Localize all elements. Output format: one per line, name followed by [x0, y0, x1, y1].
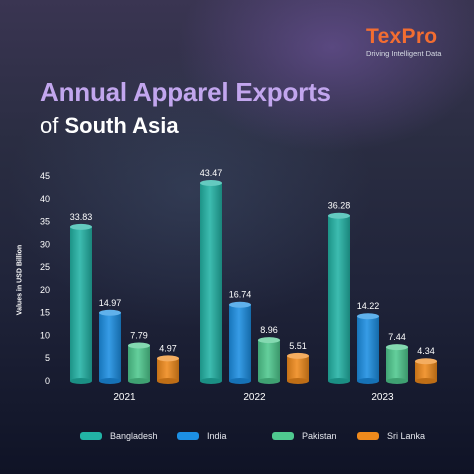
legend-swatch [357, 432, 379, 440]
y-tick-label: 25 [40, 262, 50, 272]
y-tick-label: 5 [45, 353, 50, 363]
bar-base [357, 378, 379, 384]
x-tick-label: 2022 [243, 392, 266, 403]
y-tick-label: 15 [40, 308, 50, 318]
legend-label: India [207, 431, 227, 441]
bar-sri-lanka-2023 [415, 361, 437, 381]
y-tick-label: 30 [40, 239, 50, 249]
legend-item-bangladesh: Bangladesh [80, 428, 158, 444]
brand-tagline: Driving Intelligent Data [366, 49, 442, 58]
legend-item-pakistan: Pakistan [272, 428, 337, 444]
subtitle-region: South Asia [64, 113, 179, 138]
bar-bangladesh-2023 [328, 215, 350, 381]
bar-base [229, 378, 251, 384]
bar-cap [70, 223, 92, 230]
legend-swatch [177, 432, 199, 440]
legend-item-sri-lanka: Sri Lanka [357, 428, 425, 444]
bar-cap [328, 212, 350, 219]
data-label: 7.44 [388, 332, 406, 342]
data-label: 4.97 [159, 343, 177, 353]
legend-item-india: India [177, 428, 227, 444]
y-tick-label: 20 [40, 285, 50, 295]
chart-title: Annual Apparel Exports [40, 77, 331, 107]
data-label: 33.83 [70, 212, 93, 222]
y-tick-label: 45 [40, 171, 50, 181]
bar-base [128, 378, 150, 384]
bar-cap [99, 309, 121, 316]
legend-swatch [80, 432, 102, 440]
legend-label: Bangladesh [110, 431, 158, 441]
data-label: 5.51 [289, 341, 307, 351]
bar-cap [357, 313, 379, 320]
bar-base [70, 378, 92, 384]
bar-sri-lanka-2022 [287, 355, 309, 381]
bar-bangladesh-2022 [200, 182, 222, 381]
y-tick-label: 0 [45, 376, 50, 386]
brand-logo: TexPro Driving Intelligent Data [366, 25, 466, 59]
bar-base [157, 378, 179, 384]
x-tick-label: 2023 [371, 392, 394, 403]
legend-label: Sri Lanka [387, 431, 426, 441]
bar-base [328, 378, 350, 384]
y-tick-label: 35 [40, 217, 50, 227]
bar-sri-lanka-2021 [157, 358, 179, 381]
bar-base [287, 378, 309, 384]
data-label: 43.47 [200, 168, 223, 178]
x-tick-label: 2021 [113, 392, 136, 403]
bar-cap [287, 352, 309, 359]
bar-base [99, 378, 121, 384]
data-label: 4.34 [417, 346, 435, 356]
y-tick-label: 40 [40, 194, 50, 204]
bar-cap [415, 358, 437, 365]
bar-cap [157, 355, 179, 362]
bar-pakistan-2022 [258, 340, 280, 381]
bar-base [386, 378, 408, 384]
subtitle-prefix: of [40, 113, 59, 138]
bar-india-2022 [229, 304, 251, 381]
brand-name: TexPro [366, 25, 438, 48]
legend-swatch [272, 432, 294, 440]
bar-india-2021 [99, 312, 121, 381]
bar-base [200, 378, 222, 384]
data-label: 8.96 [260, 325, 278, 335]
bar-cap [200, 179, 222, 186]
bar-cap [258, 337, 280, 344]
data-label: 7.79 [130, 331, 148, 341]
bar-base [258, 378, 280, 384]
bar-cap [386, 344, 408, 351]
legend-label: Pakistan [302, 431, 337, 441]
bar-india-2023 [357, 316, 379, 381]
chart-legend: Bangladesh India Pakistan Sri Lanka [0, 428, 474, 444]
bar-pakistan-2023 [386, 347, 408, 381]
data-label: 14.97 [99, 298, 122, 308]
data-label: 14.22 [357, 301, 380, 311]
data-label: 16.74 [229, 290, 252, 300]
bar-bangladesh-2021 [70, 226, 92, 381]
bar-pakistan-2021 [128, 345, 150, 381]
data-label: 36.28 [328, 201, 351, 211]
bar-cap [229, 301, 251, 308]
chart-subtitle: of South Asia [40, 113, 179, 139]
bar-cap [128, 342, 150, 349]
bar-base [415, 378, 437, 384]
y-tick-label: 10 [40, 330, 50, 340]
